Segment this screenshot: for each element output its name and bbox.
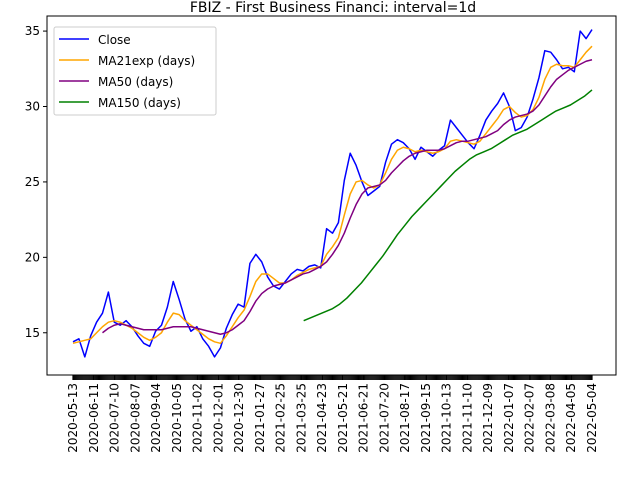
legend-label-ma150: MA150 (days) (98, 96, 181, 110)
x-tick-label: 2021-07-20 (377, 383, 391, 453)
x-tick-label: 2022-02-07 (523, 383, 537, 453)
x-tick-label: 2022-04-05 (564, 383, 578, 453)
x-tick-label: 2020-07-10 (108, 383, 122, 453)
series-line-ma150-days (303, 89, 593, 322)
x-tick-label: 2020-06-11 (87, 383, 101, 453)
x-tick-label: 2020-12-30 (232, 383, 246, 453)
y-tick-label: 25 (25, 175, 40, 189)
x-tick-label: 2020-09-04 (149, 383, 163, 453)
legend-label-close: Close (98, 33, 131, 47)
x-tick-label: 2020-08-07 (128, 383, 142, 453)
axes-layer: 15 20 25 30 35 2020-05-13 2020-06-11 2020-07-10… (25, 24, 599, 453)
x-tick-label: 2022-05-04 (585, 383, 599, 453)
x-tick-label: 2021-05-21 (336, 383, 350, 453)
y-tick-label: 35 (25, 24, 40, 38)
plot-frame (46, 15, 617, 376)
x-tick-label: 2021-03-25 (294, 383, 308, 453)
x-tick-label: 2021-02-25 (274, 383, 288, 453)
x-tick-label: 2021-12-09 (481, 383, 495, 453)
x-tick-label: 2021-09-15 (419, 383, 433, 453)
x-tick-label: 2020-10-05 (170, 383, 184, 453)
series-layer (72, 29, 593, 358)
series-line-ma50-days (102, 59, 593, 336)
chart-title: FBIZ - First Business Financi: interval=… (190, 0, 476, 16)
x-tick-label: 2021-10-13 (440, 383, 454, 453)
x-tick-label: 2021-08-17 (398, 383, 412, 453)
x-tick-label: 2020-11-02 (191, 383, 205, 453)
y-tick-label: 15 (25, 326, 40, 340)
y-tick-label: 20 (25, 250, 40, 264)
x-tick-label: 2021-04-23 (315, 383, 329, 453)
legend-label-ma50: MA50 (days) (98, 75, 173, 89)
y-tick-label: 30 (25, 100, 40, 114)
legend-label-ma21exp: MA21exp (days) (98, 54, 195, 68)
x-tick-label: 2021-11-10 (460, 383, 474, 453)
series-line-close (72, 29, 593, 358)
x-tick-label: 2020-12-01 (211, 383, 225, 453)
x-tick-label: 2022-03-08 (543, 383, 557, 453)
legend-box (53, 26, 217, 116)
x-tick-label: 2021-06-21 (357, 383, 371, 453)
x-tick-label: 2022-01-07 (502, 383, 516, 453)
x-tick-label: 2021-01-27 (253, 383, 267, 453)
series-line-ma21exp-days (72, 45, 593, 345)
x-tick-label: 2020-05-13 (66, 383, 80, 453)
legend: Close MA21exp (days) MA50 (days) MA150 (… (53, 26, 217, 116)
